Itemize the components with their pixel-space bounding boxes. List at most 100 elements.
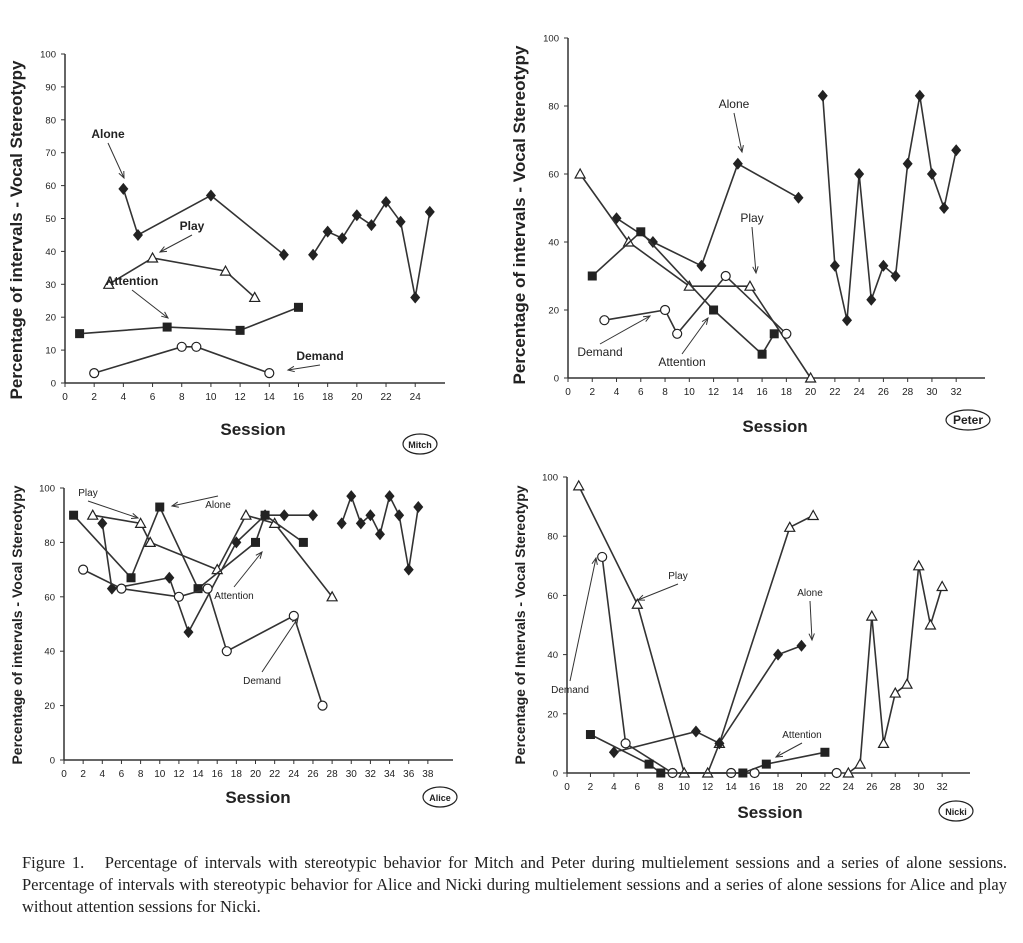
data-point-diamond — [355, 517, 366, 530]
x-tick-label: 20 — [250, 769, 262, 780]
annotation-arrow — [287, 364, 321, 371]
series-line — [821, 95, 957, 321]
x-tick-label: 6 — [119, 769, 125, 780]
series-demand: Demand — [78, 564, 328, 711]
data-point-square — [709, 305, 719, 315]
caption-text: Percentage of intervals with stereotypic… — [22, 853, 1007, 916]
series-attention: Attention — [69, 502, 308, 602]
y-tick-label: 40 — [548, 238, 559, 249]
series-line — [92, 514, 333, 598]
series-play: Play — [572, 479, 949, 778]
data-point-diamond — [381, 196, 392, 209]
data-point-diamond — [410, 291, 421, 304]
series-line — [613, 644, 802, 754]
annotation-label: Alone — [91, 127, 125, 141]
annotation-label: Demand — [577, 345, 622, 359]
arrowhead-icon — [161, 311, 170, 319]
data-point-diamond — [351, 209, 362, 222]
x-tick-label: 26 — [307, 769, 319, 780]
x-axis-title: Session — [737, 803, 802, 822]
arrowhead-icon — [774, 751, 784, 758]
x-tick-label: 14 — [192, 769, 204, 780]
data-point-diamond — [337, 232, 348, 245]
x-tick-label: 32 — [937, 782, 949, 793]
x-tick-label: 8 — [662, 387, 668, 398]
data-point-diamond — [829, 259, 840, 272]
data-point-diamond — [183, 626, 194, 639]
x-tick-label: 10 — [205, 392, 217, 403]
annotation-label: Attention — [658, 355, 705, 369]
y-tick-label: 0 — [50, 756, 55, 767]
annotation-arrow — [159, 234, 193, 253]
y-tick-label: 40 — [547, 650, 558, 661]
data-point-square — [293, 302, 303, 312]
annotation-label: Attention — [106, 274, 159, 288]
participant-name: Alice — [429, 793, 451, 803]
annotation-label: Play — [740, 211, 763, 225]
arrowhead-icon — [286, 365, 295, 373]
data-point-triangle — [144, 536, 157, 548]
x-tick-label: 18 — [231, 769, 243, 780]
annotation-arrow — [261, 617, 299, 673]
data-point-triangle — [631, 598, 644, 609]
data-point-square — [298, 537, 308, 547]
x-tick-label: 20 — [805, 387, 817, 398]
series-alone: Alone — [611, 89, 962, 327]
data-point-diamond — [164, 571, 175, 584]
x-tick-label: 12 — [702, 782, 714, 793]
data-point-square — [251, 537, 261, 547]
series-attention: Attention — [75, 274, 303, 339]
x-tick-label: 10 — [154, 769, 166, 780]
x-tick-label: 12 — [173, 769, 185, 780]
arrowhead-icon — [118, 170, 125, 180]
data-point-triangle — [877, 737, 890, 749]
x-tick-label: 18 — [781, 387, 793, 398]
arrowhead-icon — [170, 501, 179, 508]
data-point-circle — [599, 315, 610, 326]
data-point-diamond — [307, 509, 318, 522]
series-line — [847, 565, 943, 774]
annotation-label: Alone — [205, 500, 231, 511]
data-point-triangle — [239, 508, 252, 520]
x-tick-label: 26 — [866, 782, 878, 793]
data-point-square — [235, 325, 245, 335]
chart-panel-mitch: 0 2 4 6 8 10 12 14 16 18 20 22 240102030405060708090… — [7, 50, 445, 455]
annotation-arrow — [87, 500, 139, 519]
y-tick-label: 80 — [44, 538, 55, 549]
x-tick-label: 6 — [638, 387, 644, 398]
data-point-diamond — [394, 509, 405, 522]
y-tick-label: 100 — [40, 50, 56, 61]
data-point-diamond — [424, 205, 435, 218]
x-tick-label: 30 — [346, 769, 358, 780]
annotation-label: Alone — [719, 97, 750, 111]
data-point-circle — [116, 583, 127, 594]
series-alone: Alone — [608, 588, 823, 759]
data-point-circle — [264, 368, 275, 379]
data-point-diamond — [793, 191, 804, 204]
x-tick-label: 24 — [843, 782, 855, 793]
data-point-square — [820, 747, 830, 757]
data-point-diamond — [395, 215, 406, 228]
x-tick-label: 22 — [269, 769, 281, 780]
x-tick-label: 0 — [565, 387, 571, 398]
data-point-square — [761, 759, 771, 769]
y-tick-label: 0 — [51, 379, 56, 390]
x-tick-label: 22 — [380, 392, 392, 403]
y-tick-label: 40 — [44, 647, 55, 658]
series-line — [122, 188, 285, 256]
participant-name: Peter — [953, 413, 983, 427]
y-tick-label: 100 — [543, 34, 559, 45]
figure-panels: 0 2 4 6 8 10 12 14 16 18 20 22 240102030405060708090… — [7, 34, 991, 822]
data-point-diamond — [118, 182, 129, 195]
data-point-triangle — [912, 559, 925, 571]
data-point-diamond — [914, 89, 925, 102]
chart-panel-alice: 0 2 4 6 8 10 12 14 16 18 20 22 24 26 28 30 32 34 36 3802040… — [9, 484, 458, 808]
y-tick-label: 20 — [45, 313, 56, 324]
annotation-label: Attention — [214, 591, 253, 602]
data-point-triangle — [900, 677, 914, 689]
data-point-diamond — [336, 517, 347, 530]
data-point-square — [769, 329, 779, 339]
data-point-circle — [173, 591, 185, 602]
data-point-diamond — [132, 228, 143, 241]
data-point-square — [757, 349, 767, 359]
